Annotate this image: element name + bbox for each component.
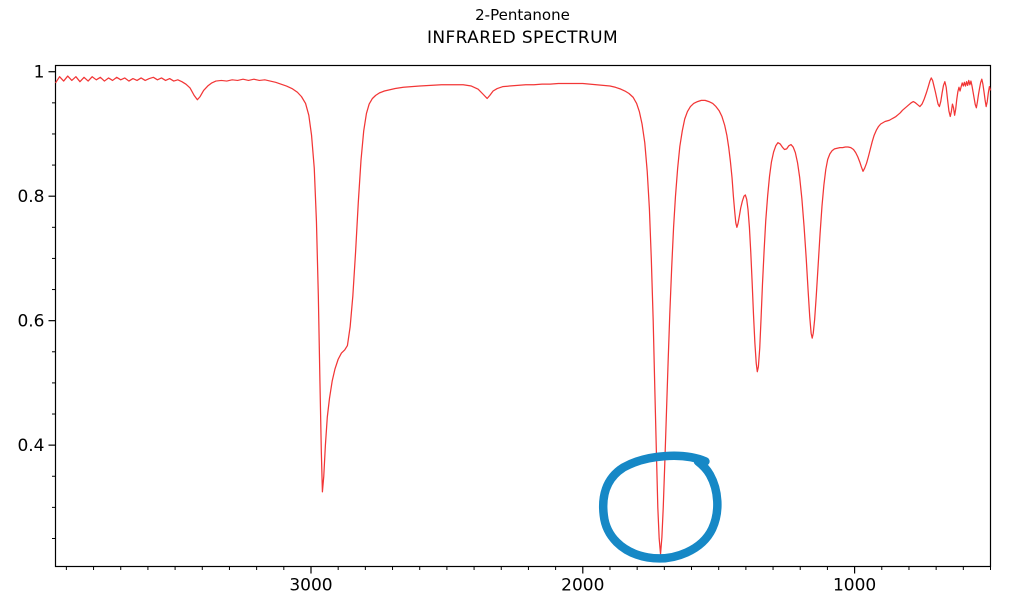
- x-tick-label: 3000: [289, 576, 332, 596]
- spectrum-line: [54, 75, 992, 555]
- x-axis: 3000 2000 1000: [65, 566, 991, 596]
- annotation-circle: [598, 451, 722, 563]
- y-tick-label: 0.6: [17, 312, 44, 332]
- x-tick-label: 1000: [833, 576, 876, 596]
- y-tick-label: 1: [34, 63, 45, 83]
- chart-title: 2-Pentanone: [475, 6, 570, 24]
- y-tick-label: 0.8: [17, 187, 44, 207]
- plot-frame: [54, 64, 992, 568]
- chart-header: 2-Pentanone INFRARED SPECTRUM: [55, 6, 990, 48]
- y-axis: 0.4 0.6 0.8 1: [17, 63, 56, 539]
- chart-subtitle: INFRARED SPECTRUM: [426, 28, 619, 48]
- y-tick-label: 0.4: [17, 436, 44, 456]
- x-tick-label: 2000: [561, 576, 604, 596]
